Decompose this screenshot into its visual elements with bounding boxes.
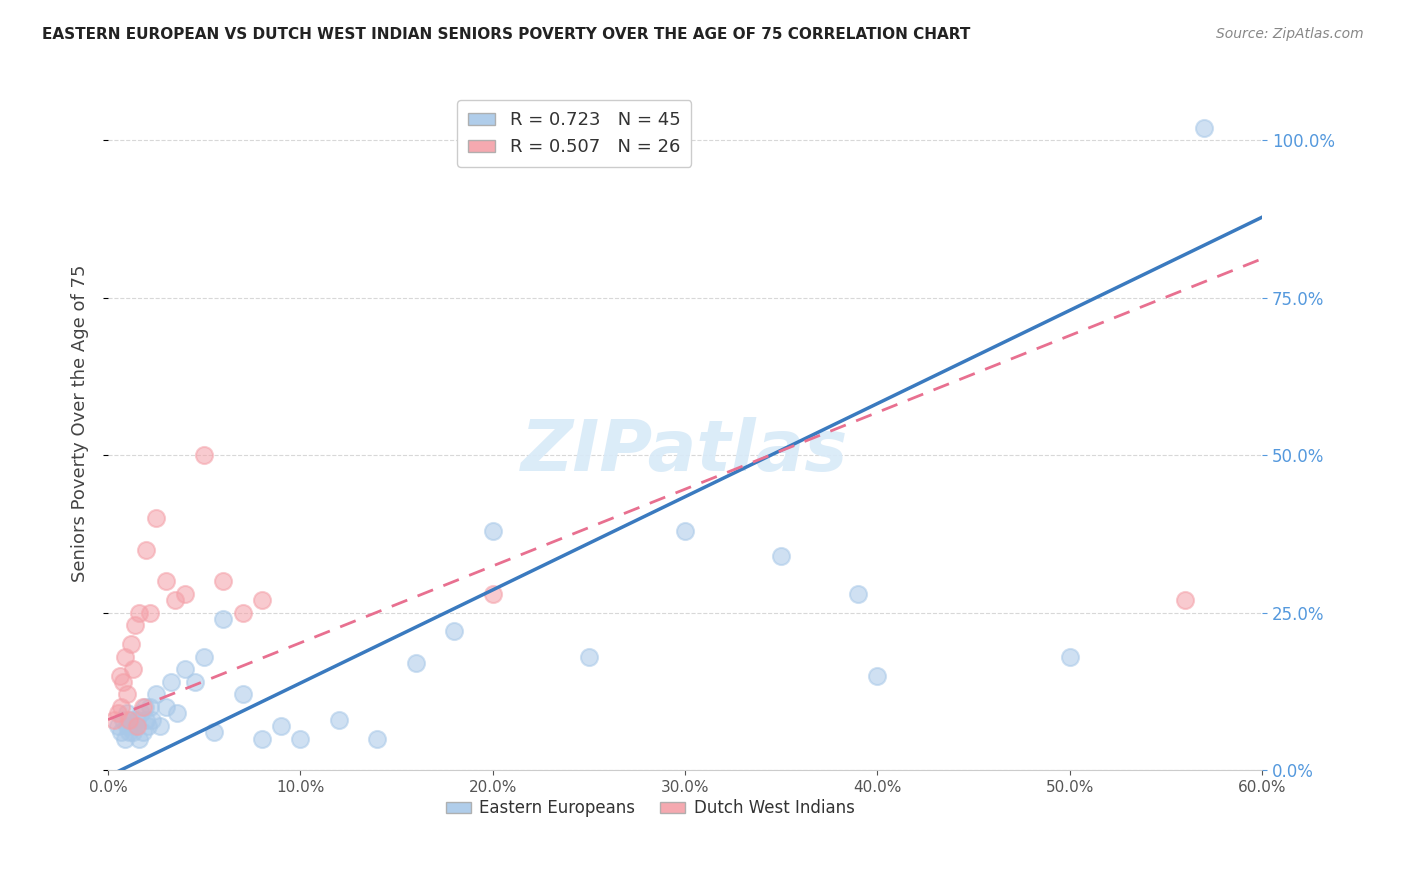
Point (165, 593, 187, 607)
Point (212, 612, 235, 626)
Point (1059, 649, 1081, 664)
Point (149, 719, 172, 733)
Point (125, 713, 148, 727)
Point (212, 574, 235, 588)
Point (183, 674, 205, 689)
Point (202, 725, 225, 739)
Text: Source: ZipAtlas.com: Source: ZipAtlas.com (1216, 27, 1364, 41)
Point (145, 688, 167, 702)
Point (131, 700, 153, 714)
Point (118, 713, 141, 727)
Point (481, 524, 503, 538)
Point (139, 700, 162, 714)
Point (120, 637, 142, 651)
Point (160, 674, 183, 689)
Point (118, 725, 141, 739)
Point (481, 587, 503, 601)
Point (114, 649, 136, 664)
Point (115, 706, 138, 721)
Text: EASTERN EUROPEAN VS DUTCH WEST INDIAN SENIORS POVERTY OVER THE AGE OF 75 CORRELA: EASTERN EUROPEAN VS DUTCH WEST INDIAN SE… (42, 27, 970, 42)
Point (443, 624, 465, 639)
Point (138, 719, 160, 733)
Point (135, 713, 157, 727)
Point (328, 713, 350, 727)
Point (110, 700, 132, 714)
Point (141, 713, 163, 727)
Point (129, 706, 152, 721)
Legend: Eastern Europeans, Dutch West Indians: Eastern Europeans, Dutch West Indians (440, 793, 862, 824)
Point (232, 688, 254, 702)
Point (232, 606, 254, 620)
Point (166, 706, 188, 721)
Point (115, 719, 138, 733)
Point (846, 587, 869, 601)
Point (124, 719, 146, 733)
Point (108, 668, 131, 682)
Point (866, 668, 889, 682)
Y-axis label: Seniors Poverty Over the Age of 75: Seniors Poverty Over the Age of 75 (72, 265, 89, 582)
Point (578, 649, 600, 664)
Point (155, 574, 177, 588)
Point (1194, 120, 1216, 135)
Point (112, 713, 135, 727)
Point (114, 731, 136, 746)
Point (122, 725, 145, 739)
Point (174, 662, 197, 676)
Point (134, 700, 156, 714)
Point (290, 731, 312, 746)
Point (250, 731, 273, 746)
Point (115, 688, 138, 702)
Point (145, 511, 167, 525)
Point (174, 587, 197, 601)
Point (193, 448, 215, 462)
Point (193, 649, 215, 664)
Point (128, 606, 150, 620)
Point (155, 700, 177, 714)
Point (139, 606, 162, 620)
Point (107, 706, 129, 721)
Point (107, 719, 129, 733)
Point (673, 524, 696, 538)
Point (120, 713, 142, 727)
Point (1174, 593, 1197, 607)
Point (270, 719, 292, 733)
Point (366, 731, 388, 746)
Point (112, 674, 135, 689)
Text: ZIPatlas: ZIPatlas (522, 417, 849, 486)
Point (405, 656, 427, 670)
Point (122, 662, 145, 676)
Point (128, 731, 150, 746)
Point (135, 542, 157, 557)
Point (124, 618, 146, 632)
Point (125, 719, 148, 733)
Point (770, 549, 793, 563)
Point (131, 725, 153, 739)
Point (250, 593, 273, 607)
Point (110, 725, 132, 739)
Point (103, 713, 125, 727)
